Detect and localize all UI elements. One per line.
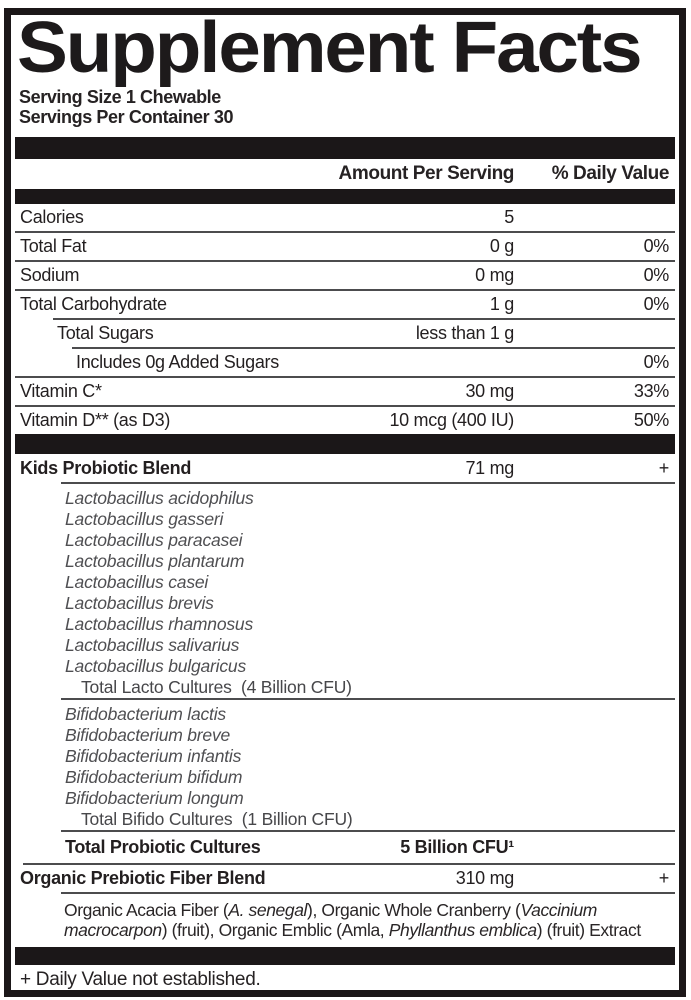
probiotic-blend-label: Kids Probiotic Blend	[20, 457, 192, 478]
species-name: Bifidobacterium lactis	[65, 704, 226, 724]
nutrient-amount: 30 mg	[465, 381, 514, 401]
description-text: Organic Acacia Fiber (	[64, 900, 229, 920]
nutrient-amount: 5	[504, 207, 514, 227]
species-name: Bifidobacterium longum	[65, 788, 244, 808]
nutrient-row: Total Sugars less than 1 g	[15, 320, 675, 347]
rule	[23, 863, 675, 865]
nutrient-amount: 1 g	[489, 294, 514, 314]
latin-name: Phyllanthus emblica	[388, 920, 537, 940]
species-name: Lactobacillus gasseri	[65, 509, 224, 529]
nutrient-dv: 33%	[633, 381, 669, 401]
species-name: Bifidobacterium bifidum	[65, 767, 243, 787]
rule	[61, 830, 675, 832]
fiber-description-line: macrocarpon) (fruit), Organic Emblic (Am…	[64, 920, 671, 940]
rule	[15, 231, 675, 233]
nutrient-dv: 0%	[643, 265, 670, 285]
total-probiotic-label: Total Probiotic Cultures	[65, 837, 261, 857]
rule	[15, 376, 675, 378]
species-name: Lactobacillus bulgaricus	[65, 656, 247, 676]
nutrient-label: Vitamin C*	[20, 381, 102, 401]
rule	[61, 482, 675, 484]
nutrient-label: Total Carbohydrate	[20, 294, 167, 314]
rule	[53, 318, 675, 320]
nutrient-row: Sodium 0 mg 0%	[15, 262, 675, 289]
description-text: ) (fruit) Extract	[536, 920, 641, 940]
species-name: Lactobacillus casei	[65, 572, 209, 592]
nutrient-amount: 0 mg	[475, 265, 514, 285]
fiber-ingredient-description: Organic Acacia Fiber (A. senegal), Organ…	[15, 894, 675, 942]
species-total-cultures: Total Lacto Cultures (4 Billion CFU)	[81, 677, 352, 697]
fiber-description-line: Organic Acacia Fiber (A. senegal), Organ…	[64, 900, 671, 920]
nutrient-table: Calories 5 Total Fat 0 g 0% Sodium 0 mg 0% Total…	[15, 204, 675, 434]
rule	[15, 260, 675, 262]
fiber-blend-row: Organic Prebiotic Fiber Blend 310 mg +	[15, 865, 675, 892]
label-title: Supplement Facts	[17, 8, 643, 88]
species-name: Bifidobacterium infantis	[65, 746, 242, 766]
nutrient-label: Sodium	[20, 265, 80, 285]
nutrient-amount: 10 mcg (400 IU)	[389, 410, 514, 430]
nutrient-dv: 0%	[643, 352, 670, 372]
nutrient-row: Includes 0g Added Sugars 0%	[15, 349, 675, 376]
footnote: + Daily Value not established.	[20, 969, 261, 990]
nutrient-label: Vitamin D** (as D3)	[20, 410, 171, 430]
thick-divider-bar	[15, 189, 675, 204]
species-name: Lactobacillus brevis	[65, 593, 214, 613]
serving-size: Serving Size 1 Chewable	[19, 87, 221, 107]
serving-info: Serving Size 1 Chewable Servings Per Con…	[15, 87, 675, 127]
nutrient-row: Total Carbohydrate 1 g 0%	[15, 291, 675, 318]
latin-name: macrocarpon	[64, 920, 162, 940]
description-text: ) (fruit), Organic Emblic (Amla,	[161, 920, 389, 940]
species-name: Lactobacillus salivarius	[65, 635, 240, 655]
title-wrap: Supplement Facts	[15, 8, 675, 88]
species-name: Bifidobacterium breve	[65, 725, 231, 745]
species-total-cultures: Total Bifido Cultures (1 Billion CFU)	[81, 809, 353, 829]
servings-per-container: Servings Per Container 30	[19, 106, 234, 127]
rule	[15, 289, 675, 291]
species-name: Lactobacillus rhamnosus	[65, 614, 254, 634]
description-text: ), Organic Whole Cranberry (	[307, 900, 521, 920]
column-header-row: Amount Per Serving % Daily Value	[15, 159, 675, 189]
nutrient-label: Includes 0g Added Sugars	[76, 352, 279, 372]
nutrient-amount: less than 1 g	[415, 323, 514, 343]
probiotic-blend-dv: +	[658, 457, 670, 478]
nutrient-row: Calories 5	[15, 204, 675, 231]
total-probiotic-row: Total Probiotic Cultures 5 Billion CFU¹	[15, 832, 675, 863]
nutrient-row: Vitamin D** (as D3) 10 mcg (400 IU) 50%	[15, 407, 675, 434]
species-name: Lactobacillus paracasei	[65, 530, 243, 550]
latin-name: Vaccinium	[520, 900, 597, 920]
probiotic-section: Kids Probiotic Blend 71 mg + Lactobacill…	[15, 454, 675, 865]
nutrient-dv: 0%	[643, 294, 670, 314]
nutrient-amount: 0 g	[489, 236, 514, 256]
fiber-blend-dv: +	[658, 868, 670, 888]
nutrient-dv: 0%	[643, 236, 670, 256]
nutrient-row: Total Fat 0 g 0%	[15, 233, 675, 260]
thick-divider-bar	[15, 947, 675, 965]
bifido-species-list: Bifidobacterium lactis Bifidobacterium br…	[15, 700, 675, 830]
thick-divider-bar	[15, 137, 675, 159]
amount-column-header: Amount Per Serving	[338, 163, 515, 184]
fiber-blend-amount: 310 mg	[455, 868, 515, 888]
fiber-blend-label: Organic Prebiotic Fiber Blend	[20, 868, 266, 888]
probiotic-blend-amount: 71 mg	[465, 457, 514, 478]
nutrient-label: Total Fat	[20, 236, 87, 256]
rule	[61, 892, 675, 894]
thick-divider-bar	[15, 434, 675, 454]
rule	[15, 405, 675, 407]
fiber-section: Organic Prebiotic Fiber Blend 310 mg + O…	[15, 865, 675, 942]
dv-column-header: % Daily Value	[551, 163, 670, 184]
latin-name: A. senegal	[228, 900, 308, 920]
species-name: Lactobacillus acidophilus	[65, 488, 254, 508]
rule	[61, 698, 675, 700]
label-border-box: Supplement Facts Serving Size 1 Chewable…	[4, 8, 686, 997]
species-name: Lactobacillus plantarum	[65, 551, 245, 571]
lacto-species-list: Lactobacillus acidophilus Lactobacillus g…	[15, 484, 675, 698]
nutrient-label: Total Sugars	[57, 323, 154, 343]
nutrient-row: Vitamin C* 30 mg 33%	[15, 378, 675, 405]
total-probiotic-amount: 5 Billion CFU¹	[400, 837, 514, 857]
probiotic-blend-row: Kids Probiotic Blend 71 mg +	[15, 454, 675, 482]
nutrient-dv: 50%	[633, 410, 669, 430]
nutrient-label: Calories	[20, 207, 84, 227]
rule	[72, 347, 675, 349]
